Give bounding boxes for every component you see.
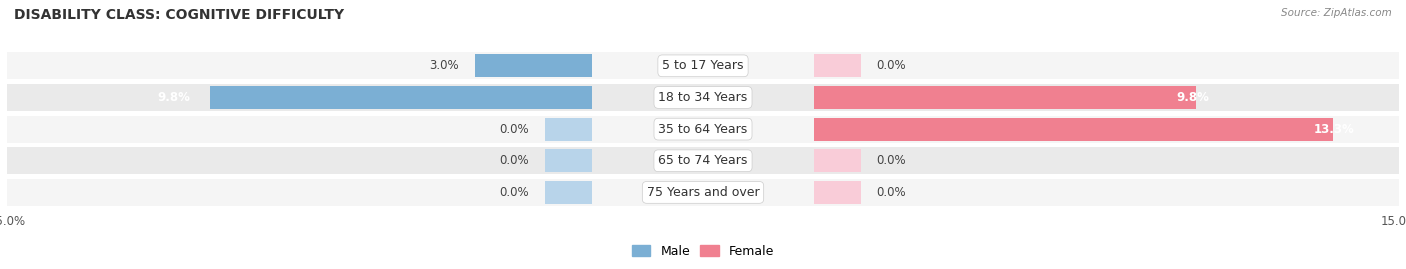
Text: 0.0%: 0.0% [499, 123, 529, 136]
Bar [7, 52, 592, 79]
Bar [546, 181, 592, 204]
Bar [546, 149, 592, 172]
Text: 9.8%: 9.8% [1177, 91, 1209, 104]
Legend: Male, Female: Male, Female [627, 240, 779, 263]
Bar [592, 115, 814, 143]
Text: DISABILITY CLASS: COGNITIVE DIFFICULTY: DISABILITY CLASS: COGNITIVE DIFFICULTY [14, 8, 344, 22]
Bar [7, 84, 592, 111]
Bar [475, 54, 592, 77]
Text: 65 to 74 Years: 65 to 74 Years [658, 154, 748, 167]
Bar [814, 149, 860, 172]
Bar [209, 86, 592, 109]
Bar [592, 147, 814, 174]
Text: 5 to 17 Years: 5 to 17 Years [662, 59, 744, 72]
Text: 0.0%: 0.0% [877, 59, 907, 72]
Bar [814, 54, 860, 77]
Bar [7, 147, 592, 174]
Bar [814, 52, 1399, 79]
Bar [814, 86, 1197, 109]
Text: 0.0%: 0.0% [877, 154, 907, 167]
Bar [814, 181, 860, 204]
Bar [814, 84, 1399, 111]
Text: 13.3%: 13.3% [1313, 123, 1354, 136]
Text: 75 Years and over: 75 Years and over [647, 186, 759, 199]
Text: 9.8%: 9.8% [157, 91, 190, 104]
Text: Source: ZipAtlas.com: Source: ZipAtlas.com [1281, 8, 1392, 18]
Bar [814, 118, 1333, 140]
Bar [546, 118, 592, 140]
Bar [814, 115, 1399, 143]
Bar [592, 179, 814, 206]
Bar [814, 147, 1399, 174]
Bar [7, 115, 592, 143]
Bar [592, 52, 814, 79]
Text: 35 to 64 Years: 35 to 64 Years [658, 123, 748, 136]
Text: 3.0%: 3.0% [429, 59, 460, 72]
Text: 0.0%: 0.0% [499, 154, 529, 167]
Bar [814, 179, 1399, 206]
Bar [7, 179, 592, 206]
Text: 18 to 34 Years: 18 to 34 Years [658, 91, 748, 104]
Bar [592, 84, 814, 111]
Text: 0.0%: 0.0% [499, 186, 529, 199]
Text: 0.0%: 0.0% [877, 186, 907, 199]
